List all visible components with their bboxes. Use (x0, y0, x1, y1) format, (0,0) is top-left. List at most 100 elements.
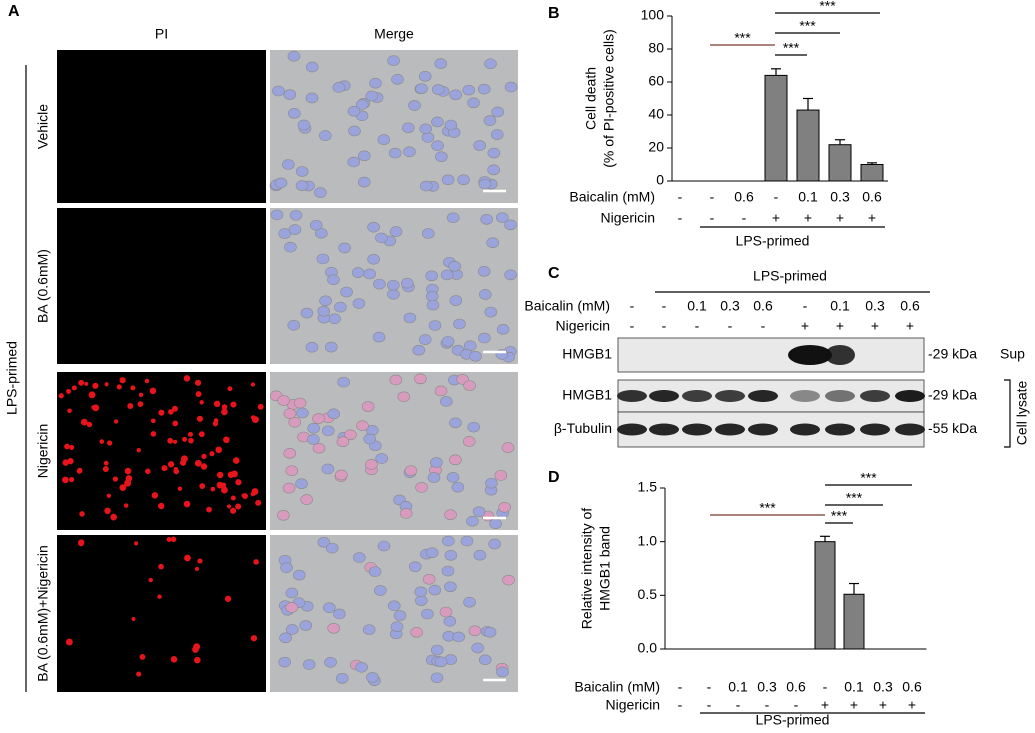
group-label: LPS-primed (753, 268, 827, 284)
pi-nucleus (183, 375, 191, 382)
table-cell: - (630, 318, 635, 334)
band (715, 423, 745, 436)
pi-nucleus (250, 635, 258, 642)
cell (355, 661, 368, 673)
pi-nucleus (106, 493, 112, 498)
cell (472, 506, 486, 517)
blot-label: HMGB1 (562, 387, 612, 403)
group-label: LPS-primed (756, 712, 830, 728)
table-row-label: Baicalin (mM) (524, 298, 610, 314)
cell (292, 569, 306, 581)
significance-label: *** (831, 508, 848, 524)
bar (843, 593, 865, 650)
cell (484, 306, 498, 318)
pi-nucleus (196, 415, 204, 422)
pi-nucleus (148, 577, 153, 583)
pi-nucleus (84, 381, 89, 386)
cell (377, 540, 391, 552)
pi-nucleus (220, 486, 228, 494)
pi-nucleus (201, 453, 207, 460)
cell (414, 373, 427, 385)
significance-label: *** (783, 40, 800, 56)
cell (408, 100, 421, 111)
y-tick-label: 0.0 (638, 640, 658, 656)
pi-nucleus (251, 416, 259, 424)
band (682, 423, 712, 436)
band (748, 390, 778, 402)
pi-nucleus (119, 484, 127, 492)
cell (327, 274, 340, 286)
pi-image (57, 208, 266, 364)
cell (348, 125, 361, 137)
cell (374, 585, 387, 596)
cell (366, 672, 379, 683)
cell (355, 99, 369, 110)
cell (321, 425, 335, 437)
cell (389, 226, 403, 237)
cell (485, 477, 498, 489)
table-cell: 0.1 (798, 189, 818, 205)
pi-nucleus (172, 405, 178, 412)
cell (448, 260, 461, 272)
cell (369, 77, 382, 89)
table-cell: - (662, 298, 667, 314)
cell (277, 395, 290, 406)
cell (473, 549, 487, 561)
pi-nucleus (197, 558, 203, 564)
cell (504, 269, 517, 281)
pi-nucleus (88, 391, 96, 399)
pi-nucleus (138, 392, 144, 398)
cell (285, 602, 299, 613)
pi-nucleus (86, 421, 93, 428)
column-header: PI (155, 26, 168, 42)
cell (408, 561, 422, 572)
cell (444, 550, 458, 561)
lysate-bracket (1004, 379, 1011, 448)
cell (307, 434, 320, 445)
cell (299, 620, 313, 631)
pi-nucleus (206, 506, 212, 513)
pi-nucleus (232, 457, 240, 464)
cell (332, 82, 346, 93)
band (715, 390, 745, 402)
cell (502, 574, 515, 586)
pi-nucleus (150, 431, 157, 437)
pi-nucleus (168, 409, 174, 415)
cell (305, 61, 319, 73)
pi-nucleus (78, 540, 84, 547)
cell (305, 341, 319, 353)
cell (422, 573, 436, 585)
cell (334, 301, 347, 313)
pi-nucleus (78, 379, 85, 386)
cell (441, 565, 455, 577)
cell (431, 140, 444, 151)
pi-nucleus (173, 467, 179, 472)
cell (305, 92, 319, 104)
cell (504, 219, 517, 231)
pi-nucleus (67, 408, 72, 414)
pi-nucleus (192, 646, 199, 653)
cell (347, 156, 361, 168)
pi-nucleus (127, 403, 134, 409)
cell (389, 374, 403, 386)
cell (335, 673, 349, 684)
table-cell: 0.6 (902, 679, 922, 695)
cell (434, 385, 448, 397)
table-cell: 0.3 (720, 298, 740, 314)
band (825, 345, 855, 365)
significance-label: *** (860, 470, 877, 486)
band (649, 390, 679, 402)
cell (489, 518, 502, 530)
table-cell: + (836, 210, 844, 226)
pi-nucleus (151, 492, 159, 499)
pi-nucleus (209, 451, 215, 457)
cell (449, 295, 463, 306)
pi-nucleus (116, 384, 122, 390)
cell (288, 416, 302, 428)
table-cell: + (850, 697, 858, 713)
table-cell: 0.6 (734, 189, 754, 205)
table-row-label: Nigericin (556, 318, 610, 334)
table-cell: 0.1 (830, 298, 850, 314)
cell (317, 305, 331, 317)
table-cell: - (742, 210, 747, 226)
